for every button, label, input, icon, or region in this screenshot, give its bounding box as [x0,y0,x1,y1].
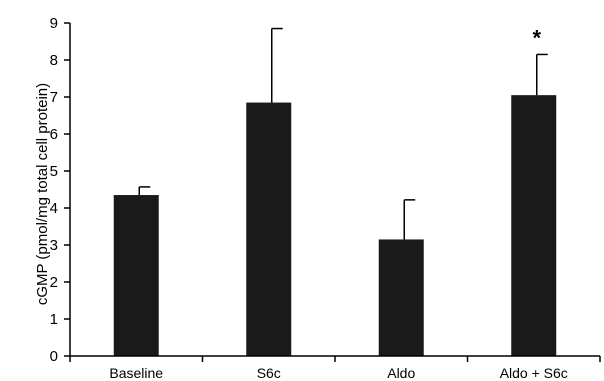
y-tick-label: 6 [50,126,58,143]
y-tick-label: 9 [50,15,58,32]
x-axis: Baseline S6c Aldo Aldo + S6c [69,355,601,381]
significance-marker: * [532,25,541,50]
x-tick-label: S6c [257,365,281,381]
bar [511,95,557,357]
y-tick-label: 7 [50,89,58,106]
x-tick-label: Baseline [109,365,163,381]
y-tick-label: 4 [50,200,58,217]
y-tick-label: 2 [50,274,58,291]
error-bars [138,27,548,240]
x-tick-label: Aldo [387,365,415,381]
y-tick-label: 8 [50,52,58,69]
y-tick-label: 5 [50,163,58,180]
y-axis-title: cGMP (pmol/mg total cell protein) [34,83,51,305]
bar [246,102,292,356]
y-tick-label: 1 [50,311,58,328]
bars [113,95,557,357]
bar [378,239,424,356]
bar [113,195,159,356]
y-tick-label: 3 [50,237,58,254]
x-tick-label: Aldo + S6c [500,365,568,381]
y-tick-label: 0 [50,348,58,365]
annotations: * [532,25,541,50]
y-axis: 0 1 2 3 4 5 6 7 8 9 [50,15,71,365]
